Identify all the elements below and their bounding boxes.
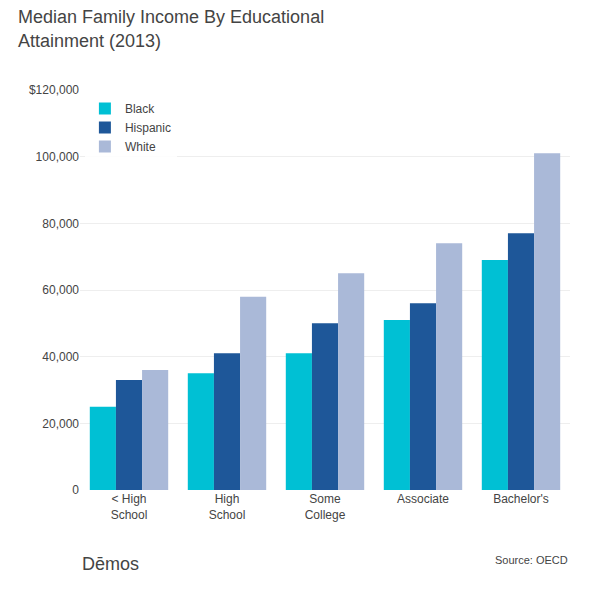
svg-text:40,000: 40,000 — [42, 350, 79, 364]
svg-text:$120,000: $120,000 — [29, 83, 79, 97]
svg-text:Source: OECD: Source: OECD — [495, 554, 568, 566]
svg-text:0: 0 — [72, 483, 79, 497]
svg-text:SomeCollege: SomeCollege — [305, 492, 346, 522]
svg-text:White: White — [125, 140, 156, 154]
svg-text:Dēmos: Dēmos — [82, 554, 139, 574]
svg-text:20,000: 20,000 — [42, 417, 79, 431]
svg-text:< HighSchool: < HighSchool — [111, 492, 148, 522]
svg-text:HighSchool: HighSchool — [209, 492, 246, 522]
svg-text:100,000: 100,000 — [36, 150, 80, 164]
svg-text:Associate: Associate — [397, 492, 449, 506]
svg-text:Black: Black — [125, 102, 155, 116]
svg-text:Hispanic: Hispanic — [125, 121, 171, 135]
svg-text:60,000: 60,000 — [42, 283, 79, 297]
svg-text:Median Family Income By Educat: Median Family Income By EducationalAttai… — [18, 7, 324, 50]
svg-text:Bachelor's: Bachelor's — [493, 492, 549, 506]
svg-text:80,000: 80,000 — [42, 217, 79, 231]
